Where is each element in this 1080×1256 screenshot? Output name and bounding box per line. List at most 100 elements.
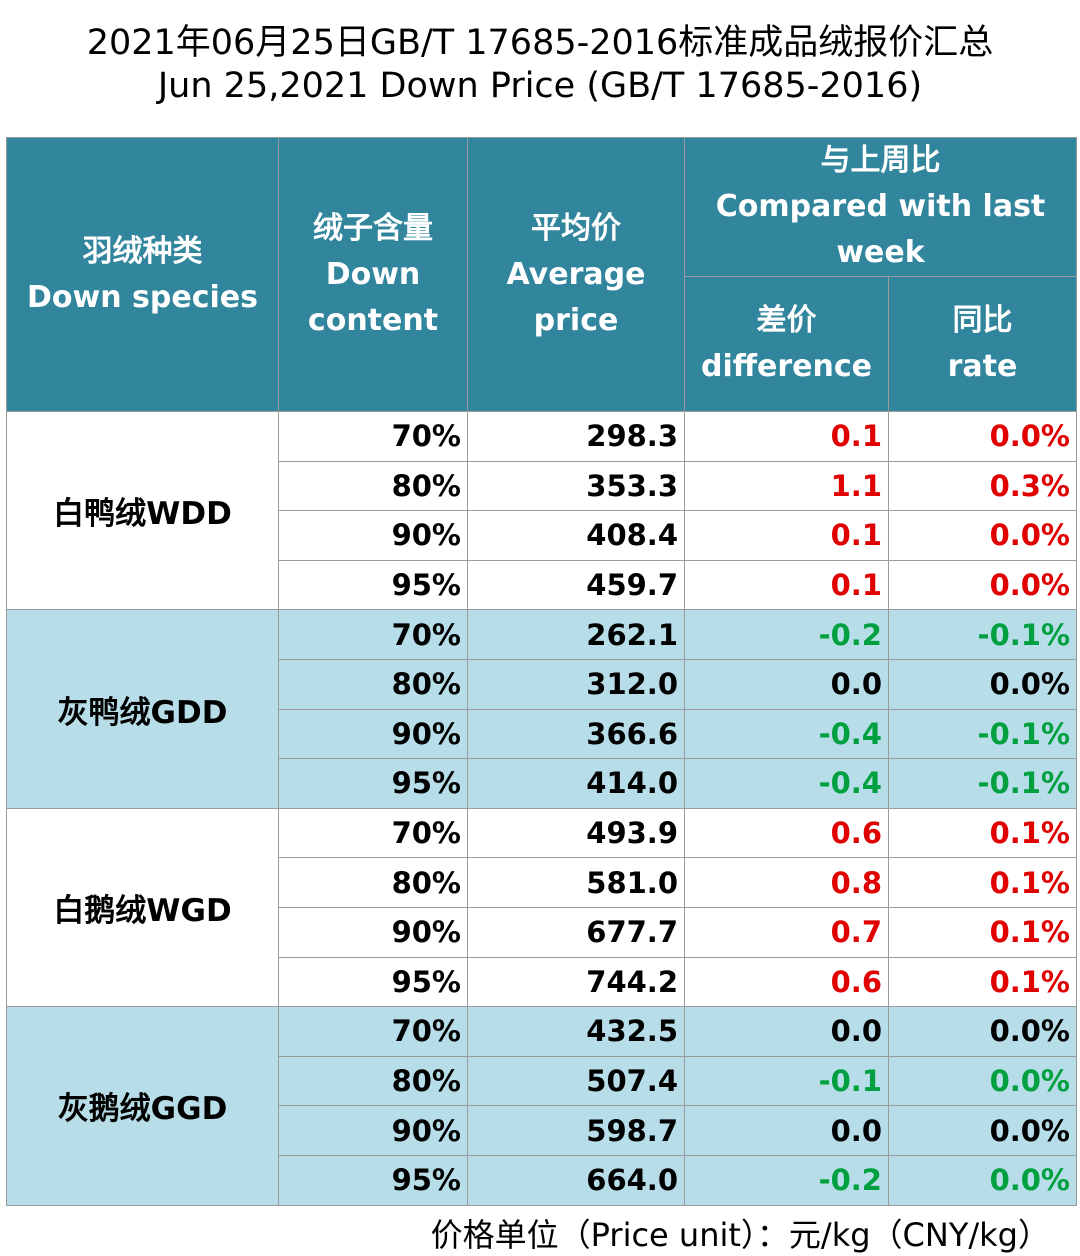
average-price-cell: 312.0 [467, 658, 685, 710]
header-compare-cn: 与上周比 [820, 143, 941, 178]
species-name: 白鸭绒WDD [6, 410, 279, 611]
species-name: 灰鹅绒GGD [6, 1006, 279, 1206]
report-subtitle: Jun 25,2021 Down Price (GB/T 17685-2016) [157, 66, 923, 106]
rate-cell: -0.1% [888, 609, 1077, 660]
down-content-cell: 70% [278, 609, 468, 660]
average-price-cell: 598.7 [467, 1105, 685, 1156]
header-content-en1: Down [325, 256, 421, 292]
down-content-cell: 90% [278, 906, 468, 958]
difference-cell: 0.0 [684, 1006, 889, 1057]
average-price-cell: 744.2 [467, 956, 685, 1008]
table-row: 灰鹅绒GGD 70% 432.5 0.0 0.0% [6, 1006, 1077, 1206]
difference-cell: 0.7 [684, 906, 889, 958]
rate-cell: -0.1% [888, 708, 1077, 760]
rate-cell: 0.0% [888, 411, 1077, 462]
species-name: 灰鸭绒GDD [6, 609, 279, 809]
table-row: 灰鸭绒GDD 70% 262.1 -0.2 -0.1% [6, 609, 1077, 809]
table-row: 95% 414.0 -0.4 -0.1% [7, 758, 1077, 809]
table-row: 白鸭绒WDD 70% 298.3 0.1 0.0% [6, 410, 1077, 611]
rate-cell: 0.0% [888, 1055, 1077, 1107]
table-row: 90% 598.7 0.0 0.0% [7, 1105, 1077, 1156]
table-row: 80% 353.3 1.1 0.3% [7, 460, 1077, 512]
rate-cell: 0.0% [888, 1105, 1077, 1156]
header-species: 羽绒种类 Down species [6, 137, 279, 412]
average-price-cell: 408.4 [467, 510, 685, 561]
difference-cell: 0.6 [684, 956, 889, 1008]
header-content-cn: 绒子含量 [313, 210, 433, 246]
difference-cell: -0.4 [684, 708, 889, 760]
difference-cell: 0.1 [684, 559, 889, 611]
table-row: 80% 507.4 -0.1 0.0% [7, 1055, 1077, 1107]
table-row: 90% 366.6 -0.4 -0.1% [7, 708, 1077, 760]
average-price-cell: 493.9 [467, 807, 685, 859]
header-species-cn: 羽绒种类 [82, 233, 203, 269]
report-title: 2021年06月25日GB/T 17685-2016标准成品绒报价汇总 [86, 23, 994, 63]
header-avg-en1: Average [506, 256, 646, 292]
price-unit-note: 价格单位（Price unit）：元/kg（CNY/kg） [430, 1216, 1050, 1254]
rate-cell: 0.0% [888, 1006, 1077, 1057]
difference-cell: 0.0 [684, 658, 889, 710]
difference-cell: -0.4 [684, 758, 889, 809]
table-row: 95% 744.2 0.6 0.1% [7, 956, 1077, 1008]
down-content-cell: 80% [278, 460, 468, 512]
header-avg-en2: price [533, 302, 619, 338]
down-content-cell: 70% [278, 807, 468, 859]
header-avg-cn: 平均价 [531, 210, 621, 246]
down-content-cell: 95% [278, 1154, 468, 1206]
header-compare-en2: week [836, 235, 925, 270]
header-content-en2: content [307, 302, 439, 338]
table-row: 95% 664.0 -0.2 0.0% [7, 1154, 1077, 1206]
down-content-cell: 95% [278, 559, 468, 611]
table-row: 80% 312.0 0.0 0.0% [7, 658, 1077, 710]
average-price-cell: 664.0 [467, 1154, 685, 1206]
down-content-cell: 70% [278, 1006, 468, 1057]
table-row: 90% 408.4 0.1 0.0% [7, 510, 1077, 561]
rate-cell: 0.1% [888, 857, 1077, 908]
rate-cell: 0.1% [888, 807, 1077, 859]
difference-cell: 0.0 [684, 1105, 889, 1156]
average-price-cell: 414.0 [467, 758, 685, 809]
average-price-cell: 677.7 [467, 906, 685, 958]
price-table: 羽绒种类 Down species 绒子含量 Down content 平均价 … [6, 137, 1077, 1206]
header-compare: 与上周比 Compared with last week [684, 137, 1077, 277]
down-content-cell: 90% [278, 510, 468, 561]
average-price-cell: 353.3 [467, 460, 685, 512]
header-species-en: Down species [27, 279, 258, 315]
rate-cell: 0.0% [888, 510, 1077, 561]
header-difference: 差价 difference [684, 276, 889, 412]
down-content-cell: 95% [278, 758, 468, 809]
difference-cell: 0.1 [684, 510, 889, 561]
average-price-cell: 262.1 [467, 609, 685, 660]
header-diff-en: difference [700, 349, 873, 384]
rate-cell: 0.0% [888, 1154, 1077, 1206]
average-price-cell: 298.3 [467, 411, 685, 462]
down-content-cell: 95% [278, 956, 468, 1008]
rate-cell: 0.1% [888, 956, 1077, 1008]
header-compare-en1: Compared with last [715, 189, 1046, 224]
species-name: 白鹅绒WGD [6, 807, 279, 1008]
rate-cell: 0.0% [888, 559, 1077, 611]
average-price-cell: 366.6 [467, 708, 685, 760]
difference-cell: 0.8 [684, 857, 889, 908]
rate-cell: 0.3% [888, 460, 1077, 512]
down-content-cell: 70% [278, 411, 468, 462]
average-price-cell: 507.4 [467, 1055, 685, 1107]
rate-cell: -0.1% [888, 758, 1077, 809]
header-diff-cn: 差价 [756, 303, 817, 338]
table-row: 白鹅绒WGD 70% 493.9 0.6 0.1% [6, 807, 1077, 1008]
average-price-cell: 581.0 [467, 857, 685, 908]
header-content: 绒子含量 Down content [278, 137, 468, 412]
header-average-price: 平均价 Average price [467, 137, 685, 412]
difference-cell: 1.1 [684, 460, 889, 512]
difference-cell: -0.2 [684, 609, 889, 660]
rate-cell: 0.1% [888, 906, 1077, 958]
rate-cell: 0.0% [888, 658, 1077, 710]
difference-cell: -0.1 [684, 1055, 889, 1107]
down-content-cell: 80% [278, 658, 468, 710]
average-price-cell: 459.7 [467, 559, 685, 611]
header-rate-cn: 同比 [952, 303, 1013, 338]
down-content-cell: 90% [278, 708, 468, 760]
down-content-cell: 90% [278, 1105, 468, 1156]
table-row: 90% 677.7 0.7 0.1% [7, 906, 1077, 958]
table-row: 80% 581.0 0.8 0.1% [7, 857, 1077, 908]
